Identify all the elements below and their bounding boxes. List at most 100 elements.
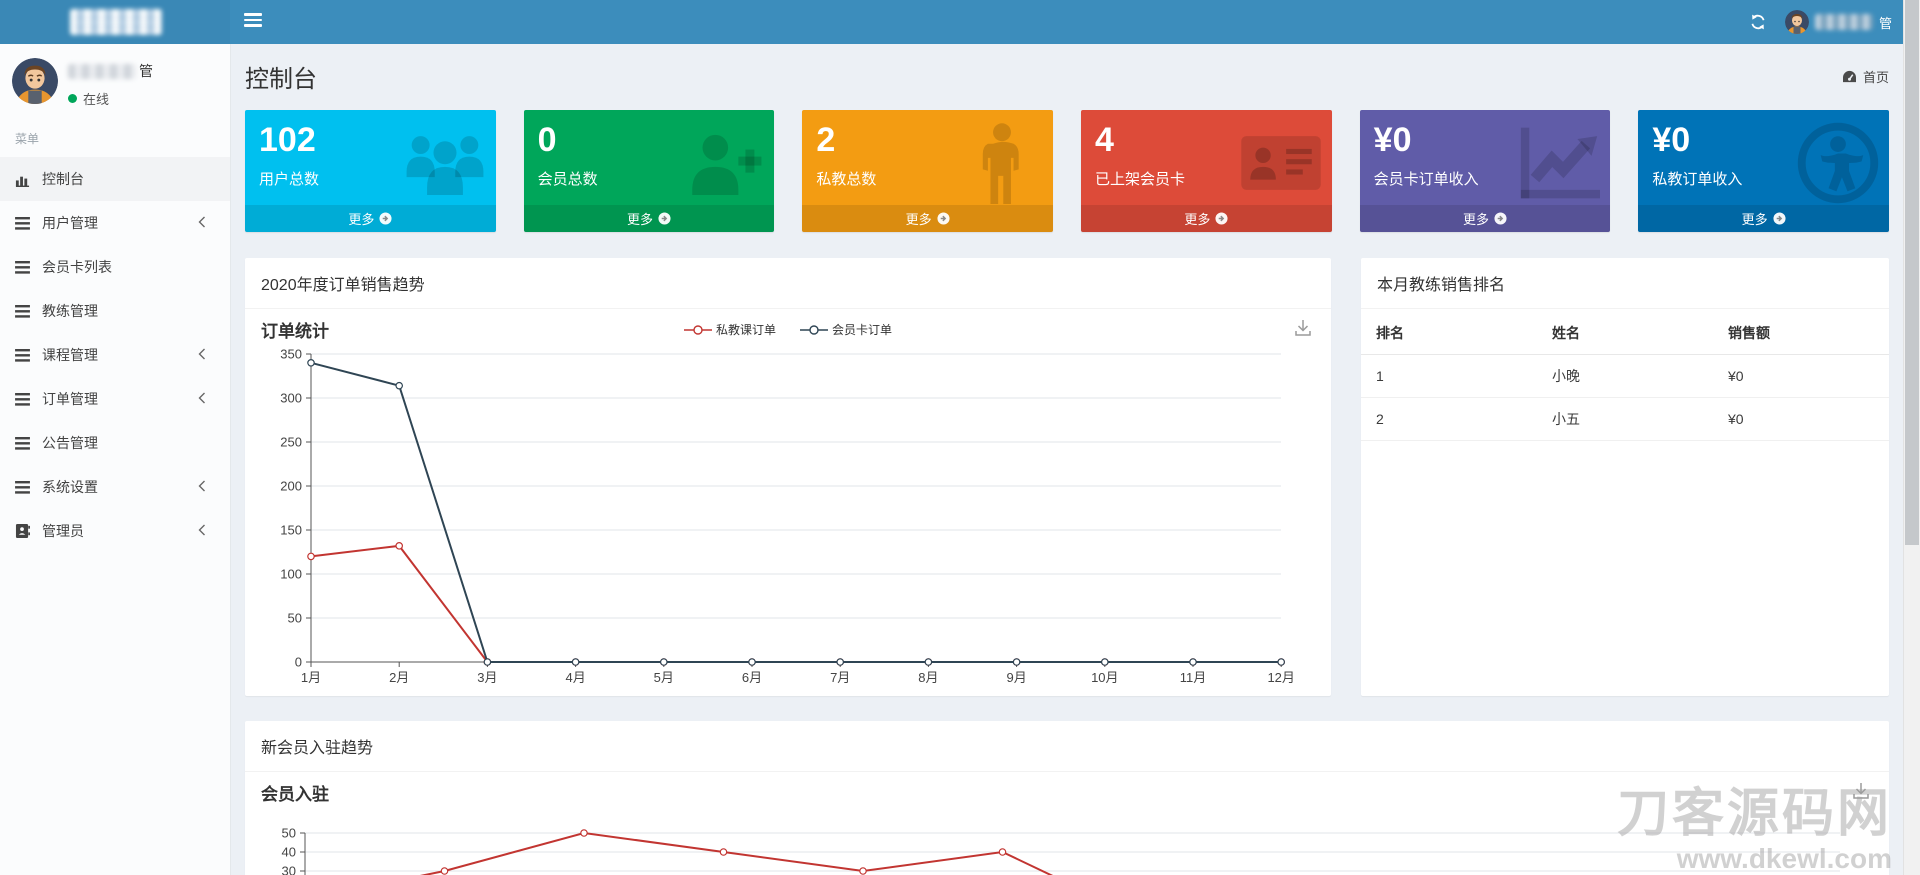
save-as-image-button[interactable] [1293,318,1313,338]
legend-item-private-orders[interactable]: 私教课订单 [683,321,776,338]
online-status-icon [68,94,77,103]
brand-area[interactable] [0,0,230,44]
menu-section-header: 菜单 [15,132,40,146]
sidebar-menu: 控制台 用户管理 会员卡列表 教练管理 课程管理 [0,157,230,553]
sidebar-item-label: 教练管理 [42,303,98,319]
legend-item-card-orders[interactable]: 会员卡订单 [800,321,892,338]
stat-box-card-revenue: ¥0 会员卡订单收入 更多 [1359,110,1611,232]
users-icon [406,136,484,196]
accessibility-icon [1797,122,1879,204]
coach-ranking-table: 排名 姓名 销售额 1 小晚 ¥0 2 小五 [1361,309,1889,441]
list-icon [15,436,42,450]
more-link[interactable]: 更多 [1359,205,1611,232]
male-icon [982,123,1019,204]
username-suffix: 管 [1878,15,1892,31]
list-icon [15,392,42,406]
stat-label: 私教订单收入 [1652,171,1743,188]
content-area: 控制台 首页 102 用户总数 更多 [230,44,1904,875]
stat-label: 私教总数 [816,171,877,188]
chevron-left-icon [198,392,206,404]
svg-text:2月: 2月 [389,670,409,685]
stat-value: 102 [259,121,316,159]
sidebar-item-coaches[interactable]: 教练管理 [0,289,230,333]
more-link[interactable]: 更多 [1638,205,1889,232]
chevron-left-icon [198,524,206,536]
svg-text:1月: 1月 [301,670,321,685]
breadcrumb[interactable]: 首页 [1842,67,1889,86]
sidebar-item-label: 订单管理 [42,391,98,407]
panel-header: 新会员入驻趋势 [245,721,1889,772]
sidebar-item-label: 课程管理 [42,347,98,363]
sidebar-item-settings[interactable]: 系统设置 [0,465,230,509]
svg-text:350: 350 [280,347,302,362]
avatar [12,58,58,104]
arrow-circle-right-icon [1494,212,1507,225]
table-header-row: 排名 姓名 销售额 [1361,309,1889,355]
list-icon [15,348,42,362]
sidebar-item-dashboard[interactable]: 控制台 [0,157,230,201]
more-link[interactable]: 更多 [245,205,496,232]
sidebar-item-label: 控制台 [42,171,84,187]
sidebar-user-panel: 管 在线 [0,44,230,118]
censored-username [1814,14,1873,30]
sidebar-item-courses[interactable]: 课程管理 [0,333,230,377]
svg-text:4月: 4月 [565,670,585,685]
more-link[interactable]: 更多 [1081,205,1332,232]
dashboard-icon [1842,70,1856,83]
svg-text:40: 40 [282,845,296,860]
sidebar-item-orders[interactable]: 订单管理 [0,377,230,421]
arrow-circle-right-icon [379,212,392,225]
arrow-circle-right-icon [1215,212,1228,225]
svg-text:0: 0 [295,655,302,670]
stat-box-training-revenue: ¥0 私教订单收入 更多 [1638,110,1889,232]
top-navbar: 管 [0,0,1904,44]
stat-label: 会员卡订单收入 [1373,171,1479,188]
svg-text:10月: 10月 [1091,670,1118,685]
refresh-button[interactable] [1749,13,1767,31]
avatar [1784,10,1809,34]
svg-text:9月: 9月 [1006,670,1026,685]
arrow-circle-right-icon [937,212,950,225]
svg-text:50: 50 [288,611,302,626]
user-plus-icon [692,134,762,196]
user-menu[interactable]: 管 [1784,10,1892,34]
vertical-scrollbar[interactable] [1903,0,1920,875]
more-link[interactable]: 更多 [523,205,775,232]
sidebar-item-label: 会员卡列表 [42,259,112,275]
download-icon [1295,320,1311,336]
more-link[interactable]: 更多 [802,205,1053,232]
chart-title: 会员入驻 [261,785,329,804]
sidebar-item-users[interactable]: 用户管理 [0,201,230,245]
stat-box-trainers-total: 2 私教总数 更多 [802,110,1053,232]
censored-logo [70,9,162,35]
scrollbar-thumb[interactable] [1905,0,1919,545]
sidebar-toggle-button[interactable] [244,13,262,31]
coach-ranking-panel: 本月教练销售排名 排名 姓名 销售额 1 小晚 ¥0 [1361,258,1889,696]
arrow-circle-right-icon [658,212,671,225]
chevron-left-icon [198,348,206,360]
svg-text:250: 250 [280,435,302,450]
stat-value: ¥0 [1652,121,1691,159]
svg-text:200: 200 [280,479,302,494]
chart-title: 订单统计 [261,322,329,341]
svg-text:300: 300 [280,391,302,406]
save-as-image-button[interactable] [1851,781,1871,801]
sidebar-item-admins[interactable]: 管理员 [0,509,230,553]
stat-box-users-total: 102 用户总数 更多 [245,110,496,232]
list-icon [15,304,42,318]
members-line-chart: 30 40 50 [282,826,1840,875]
sidebar-item-member-cards[interactable]: 会员卡列表 [0,245,230,289]
online-status-label: 在线 [83,92,110,107]
sidebar-item-announcements[interactable]: 公告管理 [0,421,230,465]
stat-value: ¥0 [1373,121,1412,159]
svg-text:6月: 6月 [742,670,762,685]
table-row: 2 小五 ¥0 [1361,397,1889,441]
svg-text:5月: 5月 [654,670,674,685]
panel-header: 本月教练销售排名 [1361,258,1889,309]
chevron-left-icon [198,480,206,492]
arrow-circle-right-icon [1773,212,1786,225]
breadcrumb-home: 首页 [1862,70,1889,85]
panel-header: 2020年度订单销售趋势 [245,258,1331,309]
svg-text:8月: 8月 [918,670,938,685]
download-icon [1853,783,1869,799]
